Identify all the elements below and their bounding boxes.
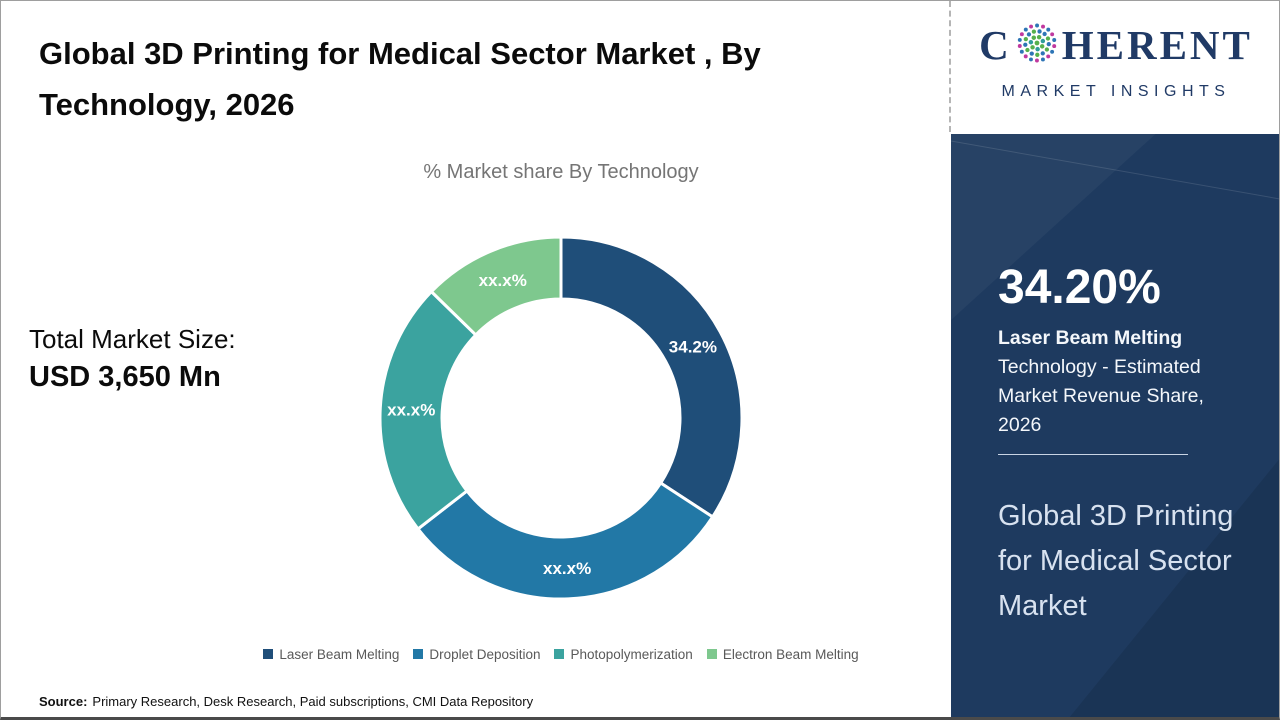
- brand-tagline: MARKET INSIGHTS: [1001, 83, 1231, 100]
- source-text: Primary Research, Desk Research, Paid su…: [92, 694, 534, 709]
- legend-label: Electron Beam Melting: [722, 647, 859, 662]
- globe-dot: [1031, 29, 1036, 34]
- globe-dot: [1025, 47, 1030, 53]
- globe-dot: [1046, 27, 1050, 32]
- globe-dot: [1040, 24, 1045, 29]
- stat-desc-bold: Laser Beam Melting: [998, 327, 1183, 349]
- globe-dot: [1023, 36, 1028, 42]
- main-content: Global 3D Printing for Medical Sector Ma…: [1, 1, 951, 717]
- stat-desc-rest: Technology - Estimated Market Revenue Sh…: [998, 356, 1204, 436]
- globe-dot: [1049, 49, 1054, 54]
- brand-letter-c: C: [979, 22, 1012, 68]
- brand-logo: C HERENT MARKET INSIGHTS: [949, 1, 1279, 134]
- globe-dot: [1019, 32, 1024, 37]
- globe-dot: [1023, 27, 1028, 32]
- globe-dot: [1045, 54, 1050, 59]
- stat-value: 34.20%: [998, 261, 1161, 314]
- legend-item: Laser Beam Melting: [263, 647, 399, 662]
- globe-dot: [1023, 54, 1028, 59]
- globe-dot: [1028, 24, 1033, 29]
- legend-item: Photopolymerization: [554, 647, 693, 662]
- brand-wordmark: C HERENT: [951, 17, 1279, 73]
- globe-dot: [1026, 32, 1031, 37]
- total-market-size: Total Market Size: USD 3,650 Mn: [29, 324, 236, 394]
- globe-dot: [1051, 38, 1056, 42]
- legend-marker-icon: [263, 649, 274, 660]
- globe-dot: [1029, 51, 1034, 56]
- source-line: Source: Primary Research, Desk Research, …: [39, 694, 533, 709]
- legend-marker-icon: [706, 649, 717, 660]
- page-title: Global 3D Printing for Medical Sector Ma…: [39, 36, 761, 122]
- divider-line: [998, 454, 1188, 455]
- globe-dot: [1019, 49, 1024, 54]
- globe-dot: [1030, 45, 1035, 50]
- globe-dot: [1034, 23, 1039, 28]
- globe-dot: [1034, 40, 1040, 46]
- legend-label: Photopolymerization: [570, 647, 693, 662]
- globe-dot: [1035, 46, 1040, 52]
- globe-dot: [1039, 44, 1045, 49]
- globe-dot: [1017, 37, 1022, 42]
- legend-label: Droplet Deposition: [429, 647, 541, 662]
- legend-marker-icon: [554, 649, 565, 660]
- globe-dot: [1034, 58, 1039, 63]
- source-label: Source:: [39, 694, 88, 709]
- globe-dot: [1042, 31, 1047, 37]
- legend-marker-icon: [413, 649, 424, 660]
- highlight-panel: 34.20% Laser Beam Melting Technology - E…: [951, 134, 1279, 717]
- dashed-divider: [949, 1, 951, 132]
- globe-dots-icon: [1017, 23, 1056, 63]
- slice-label: 34.2%: [669, 338, 717, 357]
- total-market-label: Total Market Size:: [29, 324, 236, 354]
- globe-dot: [1034, 52, 1040, 57]
- map-texture-line: [951, 137, 1279, 212]
- slice-label: xx.x%: [387, 401, 435, 420]
- donut-chart: 34.2% xx.x% xx.x% xx.x%: [378, 235, 744, 601]
- legend-item: Electron Beam Melting: [706, 647, 859, 662]
- legend-label: Laser Beam Melting: [279, 647, 400, 662]
- globe-dot: [1037, 29, 1042, 34]
- donut-segment-1: [416, 481, 715, 601]
- globe-dot: [1036, 34, 1042, 40]
- total-market-value: USD 3,650 Mn: [29, 361, 221, 393]
- globe-dot: [1031, 35, 1036, 40]
- slice-label: xx.x%: [479, 271, 527, 290]
- globe-dot: [1017, 44, 1022, 48]
- globe-dot: [1049, 32, 1054, 37]
- globe-dot: [1022, 42, 1028, 47]
- globe-dot: [1046, 41, 1051, 47]
- globe-dot: [1044, 47, 1049, 52]
- chart-legend: Laser Beam Melting Droplet Deposition Phot…: [181, 647, 941, 662]
- donut-segment-0: [559, 235, 744, 519]
- chart-title: % Market share By Technology: [423, 161, 699, 183]
- legend-item: Droplet Deposition: [413, 647, 540, 662]
- globe-dot: [1040, 38, 1045, 44]
- globe-dot: [1051, 44, 1056, 49]
- globe-dot: [1040, 51, 1045, 56]
- slice-label: xx.x%: [543, 559, 591, 578]
- panel-title: Global 3D Printing for Medical Sector Ma…: [998, 500, 1234, 622]
- globe-dot: [1028, 39, 1033, 45]
- donut-segment-2: [378, 290, 478, 531]
- globe-dot: [1045, 36, 1050, 41]
- brand-word-rest: HERENT: [1061, 22, 1253, 68]
- donut-segment-3: [429, 235, 563, 337]
- globe-dot: [1040, 57, 1045, 62]
- globe-dot: [1028, 57, 1033, 62]
- stat-description: Laser Beam Melting Technology - Estimate…: [998, 324, 1236, 440]
- right-column: C HERENT MARKET INSIGHTS 34.20% Laser Bea…: [949, 1, 1279, 717]
